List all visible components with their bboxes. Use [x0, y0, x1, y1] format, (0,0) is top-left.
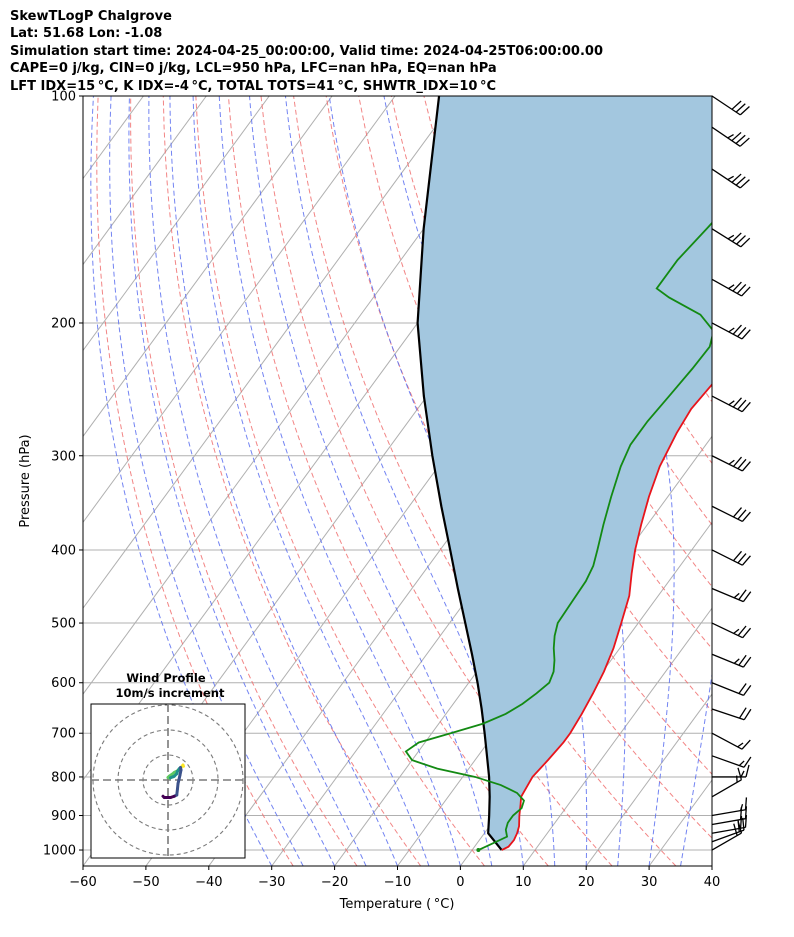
moist-adiabat	[218, 96, 461, 866]
x-axis-label: Temperature ( °C)	[339, 897, 455, 912]
wind-profile-title: Wind Profile	[126, 671, 206, 685]
x-tick-label: 10	[515, 875, 532, 890]
moist-adiabat	[249, 96, 493, 866]
x-tick-label: −20	[321, 875, 348, 890]
wind-barb	[711, 278, 751, 297]
surface-dewpoint-marker	[476, 848, 481, 853]
moist-adiabat	[128, 96, 336, 866]
isotherm-gridline	[83, 96, 459, 610]
x-tick-label: 0	[456, 875, 464, 890]
dry-adiabat	[390, 96, 712, 712]
dry-adiabat	[717, 96, 794, 866]
moist-adiabat	[192, 96, 430, 866]
x-tick-label: −40	[195, 875, 222, 890]
hodograph-segment	[161, 794, 166, 799]
cin-shaded-area	[417, 96, 712, 851]
isotherm-gridline	[83, 96, 396, 524]
isotherm-gridline	[0, 96, 18, 866]
isotherm-gridline	[0, 96, 81, 866]
wind-barbs	[711, 95, 752, 851]
dry-adiabat	[293, 96, 677, 866]
moist-adiabat	[148, 96, 367, 866]
y-tick-label: 500	[51, 617, 76, 632]
wind-barb	[711, 505, 751, 523]
chart-title: SkewTLogP Chalgrove	[10, 9, 172, 24]
y-tick-label: 100	[51, 90, 76, 105]
wind-profile-inset: Wind Profile 10m/s increment	[90, 671, 246, 859]
x-tick-label: 20	[578, 875, 595, 890]
chart-header: SkewTLogP Chalgrove Lat: 51.68 Lon: -1.0…	[10, 8, 603, 95]
dry-adiabat	[750, 96, 794, 866]
x-tick-label: −50	[132, 875, 159, 890]
wind-barb	[711, 126, 750, 147]
wind-barb	[711, 322, 751, 340]
station-location: Lat: 51.68 Lon: -1.08	[10, 26, 163, 42]
x-tick-label: 30	[641, 875, 658, 890]
y-tick-label: 400	[51, 543, 76, 558]
wind-barb	[711, 395, 751, 413]
x-axis: −60 −50 −40 −30 −20 −10 0 10 20 30 40	[69, 866, 720, 890]
moist-adiabat	[109, 96, 304, 866]
y-tick-label: 300	[51, 449, 76, 464]
wind-barb	[711, 755, 752, 768]
dry-adiabat	[325, 96, 712, 839]
wind-profile-subtitle: 10m/s increment	[116, 686, 225, 700]
wind-barb	[711, 707, 752, 721]
wind-barb	[711, 767, 743, 798]
y-tick-label: 800	[51, 770, 76, 785]
y-tick-label: 600	[51, 676, 76, 691]
y-axis: 100 200 300 400 500 600 700 800 900 1000	[43, 90, 83, 859]
wind-barb	[711, 682, 752, 696]
isotherm-gridline	[83, 96, 270, 352]
isotherm-gridline	[711, 865, 712, 866]
isotherm-gridline	[585, 693, 712, 866]
x-tick-label: −10	[384, 875, 411, 890]
simulation-times: Simulation start time: 2024-04-25_00:00:…	[10, 43, 603, 59]
wind-barb	[711, 95, 750, 116]
wind-barb	[711, 622, 752, 639]
y-tick-label: 200	[51, 316, 76, 331]
wind-barb	[711, 228, 751, 248]
wind-barb	[711, 455, 751, 472]
moist-adiabat	[711, 863, 712, 866]
dewpoint-line	[404, 221, 712, 851]
wind-barb	[711, 168, 750, 189]
wind-barb	[711, 821, 743, 851]
wind-barb	[711, 797, 748, 817]
x-tick-label: −60	[69, 875, 96, 890]
y-axis-label: Pressure (hPa)	[18, 434, 33, 527]
cape-cin-fill	[417, 96, 712, 851]
wind-barb	[711, 587, 752, 603]
dry-adiabat	[162, 96, 422, 866]
convective-parameters: CAPE=0 j/kg, CIN=0 j/kg, LCL=950 hPa, LF…	[10, 61, 497, 77]
isotherm-gridline	[522, 607, 712, 866]
isotherm-gridline	[83, 96, 207, 266]
stability-indices: LFT IDX=15 °C, K IDX=-4 °C, TOTAL TOTS=4…	[10, 78, 497, 94]
moist-adiabat	[284, 96, 524, 866]
y-tick-label: 900	[51, 809, 76, 824]
wind-barb	[712, 764, 750, 778]
profile-lines	[404, 96, 712, 853]
wind-barb	[711, 653, 752, 668]
isotherm-gridline	[775, 96, 794, 866]
dry-adiabat	[782, 96, 794, 866]
wind-barb	[711, 732, 751, 750]
dry-adiabat	[260, 96, 613, 866]
isotherm-gridline	[83, 96, 333, 438]
x-tick-label: 40	[704, 875, 721, 890]
dry-adiabat	[130, 96, 358, 866]
parcel-profile-line	[416, 96, 503, 851]
moist-adiabat	[169, 96, 398, 866]
y-tick-label: 1000	[43, 844, 76, 859]
temperature-line	[501, 383, 712, 851]
wind-barb	[711, 549, 751, 566]
x-tick-label: −30	[258, 875, 285, 890]
y-tick-label: 700	[51, 727, 76, 742]
dry-adiabat	[195, 96, 485, 866]
